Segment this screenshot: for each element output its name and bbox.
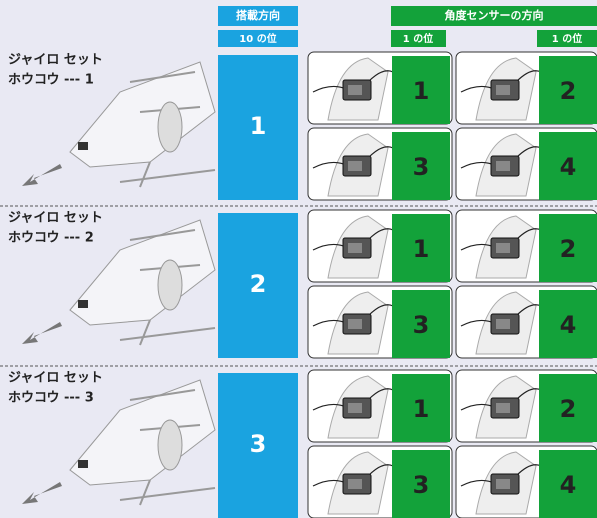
- sensor-face: [496, 479, 510, 489]
- cell-number: 4: [560, 311, 577, 339]
- number-box: [539, 450, 597, 518]
- arrow: [22, 164, 62, 186]
- helicopter-part: [157, 101, 183, 153]
- sensor-face: [348, 479, 362, 489]
- tens-number: 2: [250, 270, 267, 298]
- gyro: [78, 300, 88, 308]
- number-box: [539, 56, 597, 124]
- header-text: 1 の位: [403, 32, 433, 45]
- helicopter: [69, 61, 216, 168]
- group-label: ホウコウ --- 3: [8, 391, 94, 406]
- number-box: [392, 56, 450, 124]
- header-text: 1 の位: [552, 32, 582, 45]
- cell-number: 1: [413, 77, 430, 105]
- number-box: [539, 374, 597, 442]
- sensor-face: [348, 161, 362, 171]
- number-box: [539, 132, 597, 200]
- header-box: [218, 30, 298, 47]
- cell-number: 3: [413, 471, 430, 499]
- sensor-face: [348, 85, 362, 95]
- cell-number: 4: [560, 471, 577, 499]
- cell-number: 3: [413, 153, 430, 181]
- gyro: [78, 460, 88, 468]
- helicopter-part: [157, 419, 183, 471]
- number-box: [392, 290, 450, 358]
- header-box: [537, 30, 597, 47]
- sensor-face: [496, 161, 510, 171]
- header-box: [391, 6, 597, 26]
- number-box: [392, 214, 450, 282]
- group-label: ジャイロ セット: [8, 211, 103, 226]
- header-text: 10 の位: [239, 32, 276, 45]
- sensor-face: [496, 403, 510, 413]
- number-box: [539, 214, 597, 282]
- sensor-face: [496, 243, 510, 253]
- header-box: [391, 30, 446, 47]
- header-text: 角度センサーの方向: [445, 8, 544, 22]
- cell-number: 4: [560, 153, 577, 181]
- number-box: [539, 290, 597, 358]
- group-label: ホウコウ --- 2: [8, 231, 94, 246]
- helicopter-part: [157, 259, 183, 311]
- tens-box: [218, 213, 298, 358]
- tens-number: 3: [250, 430, 267, 458]
- group-label: ホウコウ --- 1: [8, 73, 94, 88]
- cell-number: 2: [560, 77, 577, 105]
- sensor-face: [348, 243, 362, 253]
- cell-number: 2: [560, 395, 577, 423]
- sensor-face: [348, 403, 362, 413]
- sensor-face: [496, 319, 510, 329]
- tens-box: [218, 373, 298, 518]
- helicopter: [69, 219, 216, 326]
- header-text: 搭載方向: [236, 8, 280, 22]
- cell-number: 1: [413, 395, 430, 423]
- sensor-face: [496, 85, 510, 95]
- number-box: [392, 374, 450, 442]
- tens-box: [218, 55, 298, 200]
- cell-number: 1: [413, 235, 430, 263]
- tens-number: 1: [250, 112, 267, 140]
- arrow: [22, 482, 62, 504]
- number-box: [392, 450, 450, 518]
- sensor-face: [348, 319, 362, 329]
- group-label: ジャイロ セット: [8, 371, 103, 386]
- cell-number: 2: [560, 235, 577, 263]
- number-box: [392, 132, 450, 200]
- gyro: [78, 142, 88, 150]
- arrow: [22, 322, 62, 344]
- group-label: ジャイロ セット: [8, 53, 103, 68]
- cell-number: 3: [413, 311, 430, 339]
- header-box: [218, 6, 298, 26]
- helicopter: [69, 379, 216, 486]
